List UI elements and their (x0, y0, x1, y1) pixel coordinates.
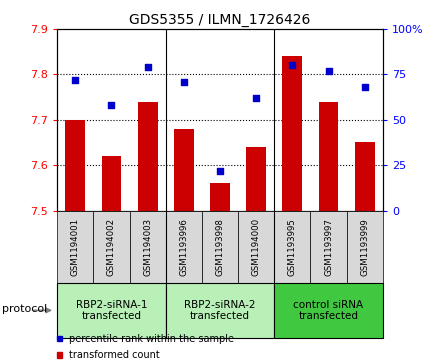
Point (325, 68, 332, 74)
Bar (355, 142, 375, 211)
Text: protocol: protocol (2, 303, 48, 314)
Text: GSM1193996: GSM1193996 (180, 218, 188, 276)
Text: control siRNA
transfected: control siRNA transfected (293, 299, 363, 321)
Point (180, 79, 187, 85)
Bar (66, 120, 85, 211)
Bar (138, 102, 158, 211)
Bar (174, 129, 194, 211)
Point (144, 64, 151, 70)
Text: GSM1194002: GSM1194002 (107, 218, 116, 276)
Bar (282, 56, 302, 211)
Text: GSM1194001: GSM1194001 (71, 218, 80, 276)
Text: RBP2-siRNA-1
transfected: RBP2-siRNA-1 transfected (76, 299, 147, 321)
Text: percentile rank within the sample: percentile rank within the sample (69, 334, 234, 344)
Text: GSM1193995: GSM1193995 (288, 218, 297, 276)
Point (289, 62, 296, 68)
Text: GSM1194003: GSM1194003 (143, 218, 152, 276)
Text: GSM1193997: GSM1193997 (324, 218, 333, 276)
Bar (210, 183, 230, 211)
Bar (102, 156, 121, 211)
Text: GSM1194000: GSM1194000 (252, 218, 260, 276)
Point (108, 102, 115, 108)
Title: GDS5355 / ILMN_1726426: GDS5355 / ILMN_1726426 (129, 13, 311, 26)
Bar (246, 147, 266, 211)
Point (216, 168, 224, 174)
Text: GSM1193999: GSM1193999 (360, 218, 369, 276)
Text: RBP2-siRNA-2
transfected: RBP2-siRNA-2 transfected (184, 299, 256, 321)
Point (253, 95, 260, 101)
Text: transformed count: transformed count (69, 350, 160, 360)
Point (72, 77, 79, 83)
Bar (319, 102, 338, 211)
Text: GSM1193998: GSM1193998 (216, 218, 224, 276)
Point (361, 84, 368, 90)
